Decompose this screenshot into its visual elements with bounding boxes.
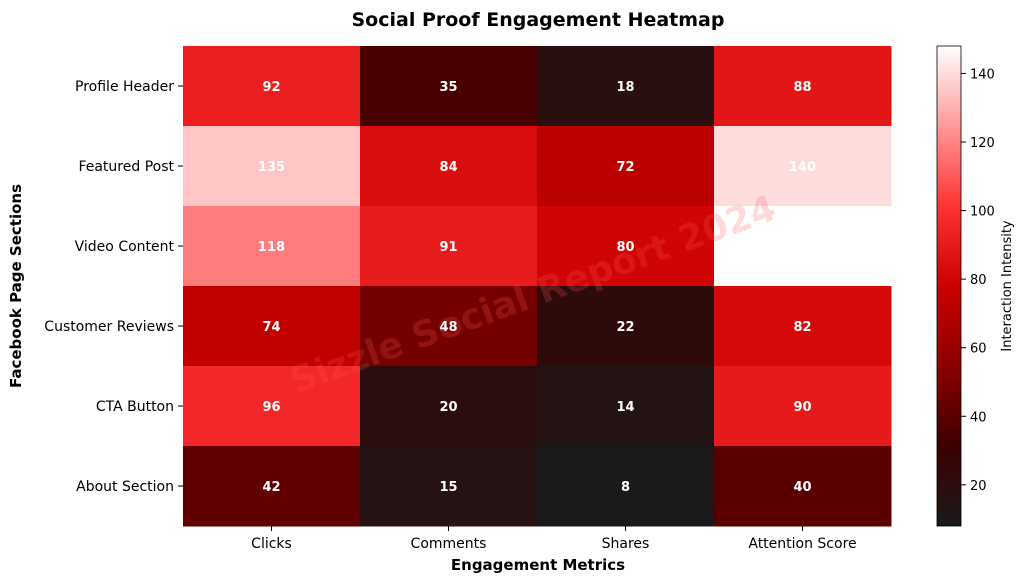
- cell-value-label: 92: [262, 80, 280, 95]
- colorbar-tick-label: 20: [970, 479, 987, 494]
- heatmap-cell: [714, 126, 892, 207]
- colorbar-tick-label: 60: [970, 342, 987, 357]
- heatmap-cell: [360, 126, 538, 207]
- colorbar-label: Interaction Intensity: [1000, 220, 1015, 352]
- heatmap-cell: [714, 366, 892, 447]
- y-tick-label: Profile Header: [75, 79, 174, 95]
- y-tick-label: About Section: [76, 479, 174, 495]
- cell-value-label: 40: [793, 480, 811, 495]
- colorbar-tick-label: 120: [970, 136, 995, 151]
- heatmap-cell: [714, 46, 892, 127]
- cell-value-label: 72: [616, 160, 634, 175]
- y-tick-label: Customer Reviews: [44, 319, 174, 335]
- colorbar-tick-label: 80: [970, 273, 987, 288]
- heatmap-cell: [183, 126, 361, 207]
- heatmap-cell: [360, 206, 538, 287]
- cell-value-label: 96: [262, 400, 280, 415]
- cell-value-label: 88: [793, 80, 811, 95]
- y-tick-label: Featured Post: [78, 159, 174, 175]
- heatmap-cell: [714, 286, 892, 367]
- y-tick-label: Video Content: [75, 239, 175, 255]
- cell-value-label: 14: [616, 400, 634, 415]
- heatmap-cell: [183, 46, 361, 127]
- cell-value-label: 90: [793, 400, 811, 415]
- heatmap-cell: [537, 206, 715, 287]
- chart-title: Social Proof Engagement Heatmap: [352, 9, 725, 31]
- cell-value-label: 20: [439, 400, 457, 415]
- heatmap-cell: [360, 286, 538, 367]
- cell-value-label: 8: [621, 480, 630, 495]
- cell-value-label: 48: [439, 320, 457, 335]
- heatmap-cell: [537, 366, 715, 447]
- x-tick-label: Shares: [602, 536, 650, 552]
- cell-value-label: 22: [616, 320, 634, 335]
- y-axis: Profile Header Featured Post Video Content…: [44, 79, 183, 495]
- cell-value-label: 18: [616, 80, 634, 95]
- colorbar-tick-label: 100: [970, 205, 995, 220]
- cell-value-label: 118: [258, 240, 285, 255]
- colorbar: 20 40 60 80 100 120 140 Interaction Intensity: [936, 45, 1015, 527]
- cell-value-label: 35: [439, 80, 457, 95]
- cell-value-label: 140: [789, 160, 816, 175]
- cell-value-label: 82: [793, 320, 811, 335]
- y-axis-label: Facebook Page Sections: [7, 184, 25, 388]
- x-axis: Clicks Comments Shares Attention Score: [251, 526, 857, 552]
- heatmap-cell: [183, 366, 361, 447]
- heatmap-cells: [183, 46, 892, 527]
- x-tick-label: Attention Score: [748, 536, 856, 552]
- cell-value-label: 84: [439, 160, 457, 175]
- heatmap-cell: [360, 366, 538, 447]
- heatmap-cell: [360, 46, 538, 127]
- cell-value-label: 91: [439, 240, 457, 255]
- heatmap-cell: [714, 446, 892, 527]
- cell-value-label: 135: [258, 160, 285, 175]
- heatmap-cell: [537, 126, 715, 207]
- colorbar-gradient: [936, 45, 962, 527]
- cell-value-label: 80: [616, 240, 634, 255]
- heatmap-cell: [714, 206, 892, 287]
- heatmap-cell: [537, 446, 715, 527]
- colorbar-tick-label: 140: [970, 67, 995, 82]
- x-axis-label: Engagement Metrics: [451, 556, 625, 574]
- heatmap-cell: [183, 286, 361, 367]
- cell-value-label: 74: [262, 320, 280, 335]
- x-tick-label: Clicks: [251, 536, 292, 552]
- heatmap-cell: [537, 286, 715, 367]
- cell-value-label: 42: [262, 480, 280, 495]
- colorbar-tick-label: 40: [970, 410, 987, 425]
- y-tick-label: CTA Button: [96, 399, 174, 415]
- cell-value-label: 15: [439, 480, 457, 495]
- heatmap-cell: [183, 206, 361, 287]
- heatmap-cell: [360, 446, 538, 527]
- x-tick-label: Comments: [411, 536, 487, 552]
- heatmap-cell: [183, 446, 361, 527]
- heatmap-cell: [537, 46, 715, 127]
- cell-labels: 92 35 18 88 135 84 72 140 118 91 80 74 48 22 82 96 20 14 9…: [258, 80, 816, 495]
